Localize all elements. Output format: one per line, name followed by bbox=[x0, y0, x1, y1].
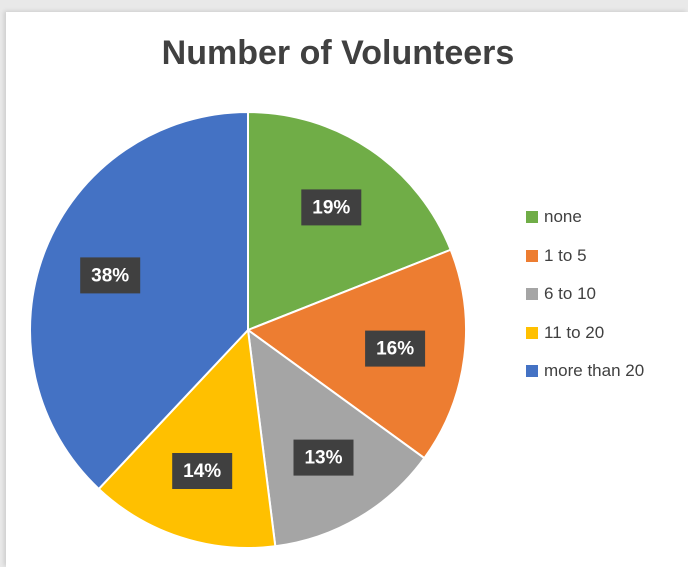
data-label-1-to-5: 16% bbox=[365, 330, 426, 367]
pie-slice-11-to-20 bbox=[97, 327, 277, 549]
data-label-box bbox=[293, 439, 354, 476]
legend-item-11-to-20: 11 to 20 bbox=[526, 314, 644, 353]
legend-swatch bbox=[526, 326, 538, 339]
data-label-text: 16% bbox=[376, 339, 414, 360]
legend-label: 6 to 10 bbox=[544, 284, 596, 304]
pie-chart: 19% 16% 13% 14% 38% bbox=[29, 110, 467, 549]
pie-slices bbox=[29, 110, 467, 549]
data-label-box bbox=[80, 257, 141, 294]
data-label-text: 13% bbox=[304, 448, 342, 469]
legend-label: none bbox=[544, 207, 582, 227]
legend-swatch bbox=[526, 211, 538, 224]
pie-slice-1-to-5 bbox=[245, 248, 467, 460]
pie-slice-6-to-10 bbox=[246, 327, 426, 548]
data-label-none: 19% bbox=[301, 189, 362, 226]
legend-item-more-than-20: more than 20 bbox=[526, 352, 644, 391]
data-label-box bbox=[301, 189, 362, 226]
legend-label: 11 to 20 bbox=[544, 322, 605, 342]
chart-title: Number of Volunteers bbox=[161, 34, 515, 72]
pie-data-labels: 19% 16% 13% 14% 38% bbox=[80, 189, 426, 489]
data-label-box bbox=[365, 330, 426, 367]
data-label-6-to-10: 13% bbox=[293, 439, 354, 476]
legend-item-6-to-10: 6 to 10 bbox=[526, 275, 644, 314]
legend-label: more than 20 bbox=[544, 361, 645, 381]
legend-item-none: none bbox=[526, 198, 644, 237]
data-label-text: 38% bbox=[91, 265, 129, 286]
legend-swatch bbox=[526, 365, 538, 378]
legend-item-1-to-5: 1 to 5 bbox=[526, 237, 644, 276]
legend-swatch bbox=[526, 249, 538, 262]
chart-area: Number of Volunteers 19% 16% 13% 14% 38% non… bbox=[6, 12, 688, 567]
data-label-text: 14% bbox=[183, 461, 221, 482]
data-label-11-to-20: 14% bbox=[172, 453, 233, 489]
data-label-more-than-20: 38% bbox=[80, 257, 141, 294]
chart-legend: none 1 to 5 6 to 10 11 to 20 more than 2… bbox=[526, 198, 644, 391]
data-label-text: 19% bbox=[312, 197, 350, 218]
legend-label: 1 to 5 bbox=[544, 245, 587, 265]
pie-slice-more-than-20 bbox=[29, 110, 249, 491]
legend-swatch bbox=[526, 288, 538, 301]
data-label-box bbox=[172, 453, 233, 489]
